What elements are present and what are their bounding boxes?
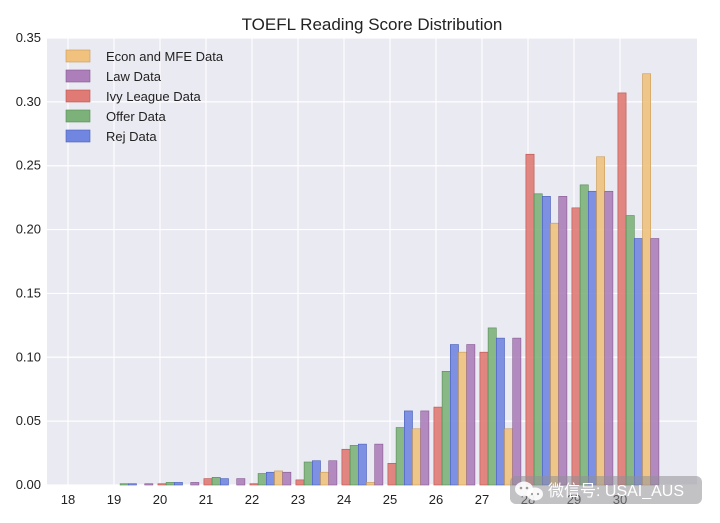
bar-law-data-29 [604, 190, 614, 486]
x-tick-label: 19 [107, 492, 121, 507]
bar-offer-data-24 [349, 445, 359, 486]
bar-ivy-league-data-20 [157, 483, 167, 486]
bar-rej-data-25 [403, 410, 413, 486]
bar-law-data-27 [512, 337, 522, 486]
bar-econ-and-mfe-data-22 [274, 470, 283, 486]
x-tick-label: 26 [429, 492, 443, 507]
bar-rej-data-21 [220, 478, 229, 486]
x-tick-label: 27 [475, 492, 489, 507]
bar-ivy-league-data-28 [525, 153, 535, 486]
y-tick-label: 0.35 [16, 30, 41, 45]
bar-econ-and-mfe-data-26 [458, 351, 467, 486]
y-tick-label: 0.15 [16, 285, 41, 300]
bar-offer-data-27 [487, 327, 497, 486]
legend-label: Rej Data [106, 129, 157, 144]
bar-law-data-23 [328, 460, 338, 486]
bar-offer-data-22 [257, 473, 267, 486]
bar-ivy-league-data-22 [249, 483, 259, 486]
bar-rej-data-24 [357, 443, 367, 486]
bar-econ-and-mfe-data-30 [642, 73, 651, 486]
bar-law-data-24 [374, 443, 384, 486]
x-tick-label: 23 [291, 492, 305, 507]
bar-rej-data-22 [265, 471, 275, 486]
bar-offer-data-20 [165, 482, 175, 486]
bar-offer-data-23 [303, 461, 313, 486]
bar-rej-data-23 [311, 460, 321, 486]
bar-law-data-28 [558, 196, 568, 486]
bar-econ-and-mfe-data-23 [320, 471, 329, 486]
x-tick-label: 20 [153, 492, 167, 507]
bar-econ-and-mfe-data-24 [366, 482, 375, 486]
legend-swatch [65, 89, 91, 103]
bar-ivy-league-data-26 [433, 406, 443, 486]
legend-swatch [65, 69, 91, 83]
y-tick-label: 0.00 [16, 477, 41, 492]
bar-law-data-25 [420, 410, 430, 486]
bar-ivy-league-data-27 [479, 351, 489, 486]
legend-label: Offer Data [106, 109, 167, 124]
bar-ivy-league-data-25 [387, 462, 397, 486]
legend-swatch [65, 129, 91, 143]
bar-law-data-22 [282, 471, 292, 486]
legend-swatch [65, 109, 91, 123]
bar-law-data-20 [190, 482, 200, 486]
bar-econ-and-mfe-data-29 [596, 156, 605, 486]
bar-econ-and-mfe-data-28 [550, 222, 559, 486]
bar-offer-data-26 [441, 371, 451, 486]
bar-ivy-league-data-21 [203, 478, 213, 486]
watermark-background [510, 476, 702, 504]
bar-ivy-league-data-24 [341, 448, 351, 486]
y-tick-label: 0.10 [16, 349, 41, 364]
bar-ivy-league-data-23 [295, 479, 305, 486]
legend: Econ and MFE Data Law Data Ivy League Data… [65, 49, 224, 144]
bar-rej-data-19 [128, 483, 137, 486]
x-tick-label: 24 [337, 492, 351, 507]
bar-offer-data-25 [395, 427, 405, 486]
legend-label: Econ and MFE Data [106, 49, 224, 64]
watermark: 微信号: USAI_AUS [510, 476, 702, 504]
x-tick-label: 22 [245, 492, 259, 507]
y-tick-label: 0.25 [16, 158, 41, 173]
legend-label: Ivy League Data [106, 89, 201, 104]
bar-offer-data-21 [211, 477, 221, 486]
bar-rej-data-28 [541, 196, 551, 486]
bar-offer-data-19 [119, 483, 129, 486]
bar-econ-and-mfe-data-25 [412, 428, 421, 486]
bar-rej-data-26 [449, 344, 459, 486]
x-tick-label: 18 [61, 492, 75, 507]
bar-offer-data-30 [625, 215, 635, 486]
legend-label: Law Data [106, 69, 162, 84]
bar-law-data-19 [144, 483, 154, 486]
bars-group [119, 73, 660, 486]
bar-law-data-30 [650, 238, 660, 486]
x-tick-label: 21 [199, 492, 213, 507]
chart-title: TOEFL Reading Score Distribution [242, 15, 503, 34]
y-tick-label: 0.05 [16, 413, 41, 428]
bar-rej-data-27 [495, 337, 505, 486]
bar-rej-data-30 [633, 238, 643, 486]
bar-ivy-league-data-30 [617, 92, 627, 486]
bar-law-data-26 [466, 344, 476, 486]
legend-swatch [65, 49, 91, 63]
y-tick-label: 0.20 [16, 222, 41, 237]
wechat-icon [515, 481, 543, 501]
bar-law-data-21 [236, 478, 246, 486]
y-axis-ticks: 0.00 0.05 0.10 0.15 0.20 0.25 0.30 0.35 [16, 30, 41, 492]
y-tick-label: 0.30 [16, 94, 41, 109]
bar-rej-data-29 [587, 190, 597, 486]
bar-ivy-league-data-29 [571, 207, 581, 486]
bar-offer-data-29 [579, 184, 589, 486]
bar-rej-data-20 [174, 482, 183, 486]
watermark-text: 微信号: USAI_AUS [548, 482, 684, 500]
bar-econ-and-mfe-data-27 [504, 428, 513, 486]
bar-offer-data-28 [533, 193, 543, 486]
x-tick-label: 25 [383, 492, 397, 507]
